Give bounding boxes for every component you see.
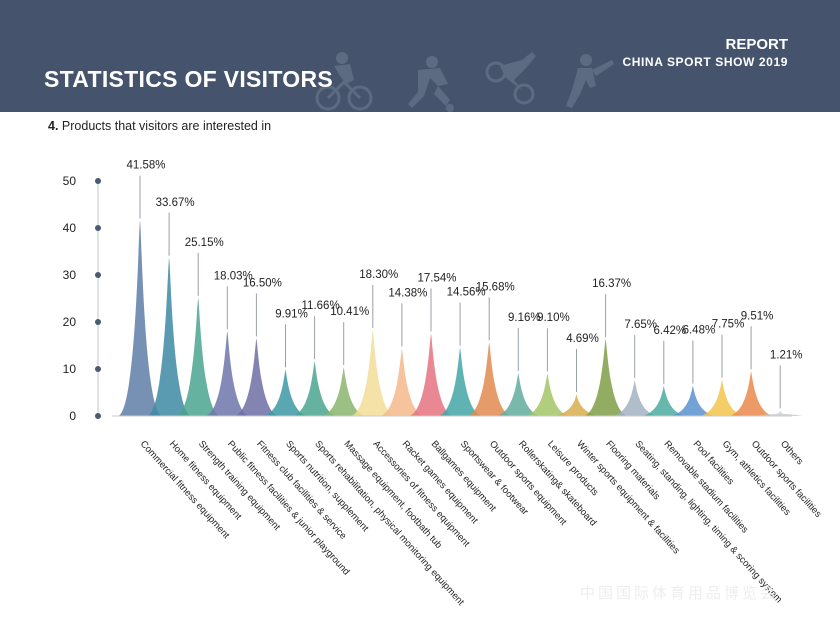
value-label: 16.37% [592,278,631,290]
category-label: Leisure products [545,439,600,499]
peak-mark [729,371,774,416]
value-label: 7.75% [712,319,745,331]
peak-mark [205,331,250,416]
y-tick-label: 10 [63,362,77,376]
peak-mark [234,338,279,416]
peak-mark [670,385,715,416]
peak-mark [525,373,570,416]
value-label: 25.15% [185,237,224,249]
value-label: 14.38% [388,287,427,299]
value-label: 17.54% [417,273,456,285]
y-tick-dot [95,178,101,184]
value-label: 10.41% [330,306,369,318]
peak-mark [438,347,483,416]
y-tick-label: 0 [69,409,76,423]
section-heading: 4. Products that visitors are interested… [48,119,271,133]
peak-mark [612,380,657,416]
y-tick-dot [95,366,101,372]
value-label: 9.91% [275,308,308,320]
page-title: STATISTICS OF VISITORS [44,66,334,92]
value-label: 18.03% [214,270,253,282]
y-tick-dot [95,319,101,325]
watermark: 中国国际体育用品博览会 [580,585,779,602]
section-number: 4. [48,119,59,133]
value-label: 11.66% [302,300,340,312]
value-label: 4.69% [566,333,599,345]
peak-mark [409,333,453,416]
y-tick-label: 50 [63,174,77,188]
y-tick-label: 20 [63,315,77,329]
value-label: 1.21% [770,349,803,361]
peak-mark [350,329,395,416]
peak-mark [554,393,599,416]
report-label: REPORT [725,36,788,53]
category-label: Others [778,439,805,468]
peak-mark [496,372,541,416]
value-label: 7.65% [624,319,657,331]
value-label: 33.67% [156,197,195,209]
y-tick-dot [95,225,101,231]
peak-mark [700,379,744,416]
value-label: 9.16% [508,312,541,324]
y-tick-dot [95,413,101,419]
peak-mark [118,220,162,416]
athlete-silhouettes-icon [315,52,614,112]
peak-mark [263,369,308,416]
header-banner: STATISTICS OF VISITORS REPORT CHINA SPOR… [0,0,840,112]
value-label: 41.58% [126,160,165,172]
peak-mark [467,342,512,416]
y-tick-label: 40 [63,221,77,235]
y-tick-label: 30 [63,268,77,282]
peak-mark [292,361,337,416]
value-label: 14.56% [447,287,486,299]
value-label: 16.50% [243,277,282,289]
peak-mark [641,385,686,416]
value-label: 6.42% [653,325,686,337]
section-title: Products that visitors are interested in [61,119,272,133]
interest-chart: 0 10 20 30 40 50 41.58% 33.67% 25.15% 18.03%16.50… [63,160,824,608]
value-label: 9.51% [741,310,774,322]
peak-mark [379,348,424,416]
peak-mark [321,367,366,416]
value-label: 15.68% [476,281,515,293]
value-label: 9.10% [537,312,570,324]
peak-mark [583,339,628,416]
value-label: 18.30% [359,269,398,281]
peak-mark [176,297,221,416]
peak-mark [758,410,803,416]
report-subtitle: CHINA SPORT SHOW 2019 [622,55,788,69]
y-tick-dot [95,272,101,278]
value-label: 6.48% [683,325,716,337]
peak-mark [147,257,192,416]
